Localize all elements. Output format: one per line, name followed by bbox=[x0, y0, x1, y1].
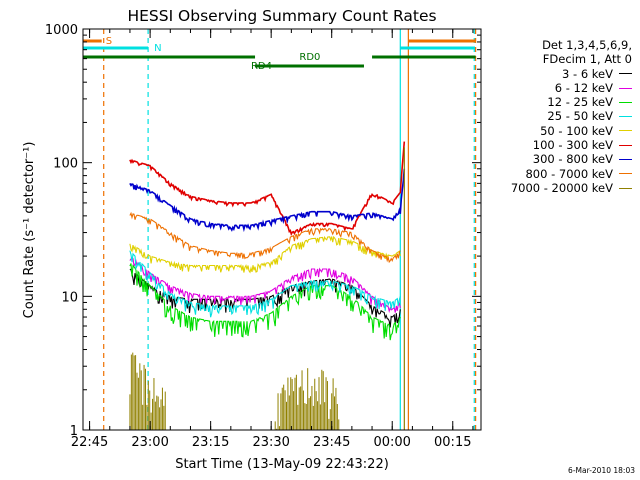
legend-entry: 50 - 100 keV bbox=[490, 124, 632, 138]
legend-entry-label: 800 - 7000 keV bbox=[525, 166, 613, 181]
legend-entry-label: 3 - 6 keV bbox=[562, 66, 613, 81]
legend-header-line-2: FDecim 1, Att 0 bbox=[542, 52, 632, 67]
legend-swatch bbox=[619, 87, 632, 89]
legend-entry: 300 - 800 keV bbox=[490, 152, 632, 166]
plot-frame bbox=[82, 28, 482, 431]
x-tick-label: 23:00 bbox=[131, 435, 168, 450]
series-7000-20000keV bbox=[129, 147, 405, 430]
x-tick-label: 23:30 bbox=[252, 435, 289, 450]
series-100-300keV bbox=[129, 141, 406, 237]
series-line bbox=[129, 168, 406, 233]
legend-swatch bbox=[619, 144, 632, 146]
legend-entry-label: 7000 - 20000 keV bbox=[510, 180, 613, 195]
legend-entry: 7000 - 20000 keV bbox=[490, 181, 632, 195]
legend-entry: 6 - 12 keV bbox=[490, 81, 632, 95]
legend-entries: 3 - 6 keV 6 - 12 keV 12 - 25 keV 25 - 50 ke… bbox=[490, 67, 632, 196]
generation-timestamp: 6-Mar-2010 18:03 bbox=[568, 466, 635, 475]
legend-swatch bbox=[619, 130, 632, 132]
series-6-12keV bbox=[129, 257, 401, 314]
x-tick-label: 00:00 bbox=[373, 435, 410, 450]
y-tick-label: 100 bbox=[53, 157, 78, 172]
x-tick-label: 23:45 bbox=[313, 435, 350, 450]
legend-entry: 800 - 7000 keV bbox=[490, 167, 632, 181]
series-25-50keV bbox=[129, 250, 401, 318]
y-tick-label: 1 bbox=[70, 424, 78, 439]
legend-entry: 25 - 50 keV bbox=[490, 109, 632, 123]
series-line bbox=[129, 263, 401, 341]
axis-layer: 22:45 23:00 23:15 23:30 23:45 00:00 00:15 1 10 10… bbox=[45, 23, 481, 450]
vertical-markers bbox=[103, 29, 477, 430]
legend-entry-label: 12 - 25 keV bbox=[547, 95, 613, 110]
series-800-7000keV bbox=[129, 211, 401, 264]
legend-entry-label: 6 - 12 keV bbox=[554, 80, 613, 95]
x-tick-label: 22:45 bbox=[71, 435, 108, 450]
legend-entry-label: 300 - 800 keV bbox=[532, 152, 613, 167]
x-tick-label: 23:15 bbox=[192, 435, 229, 450]
series-line bbox=[129, 257, 401, 314]
series-line bbox=[129, 250, 401, 318]
y-tick-label: 1000 bbox=[45, 23, 78, 38]
legend-entry-label: 25 - 50 keV bbox=[547, 109, 613, 124]
legend: Det 1,3,4,5,6,9, FDecim 1, Att 0 3 - 6 k… bbox=[490, 38, 632, 195]
annotation-label: N bbox=[154, 43, 161, 54]
x-tick-label: 00:15 bbox=[434, 435, 471, 450]
y-tick-label: 10 bbox=[61, 290, 78, 305]
annotation-label: RD4 bbox=[251, 61, 272, 72]
series-line bbox=[129, 235, 401, 274]
annotation-label: RD0 bbox=[299, 52, 320, 63]
y-axis-label: Count Rate (s⁻¹ detector⁻¹) bbox=[22, 142, 37, 319]
legend-entry-label: 100 - 300 keV bbox=[532, 138, 613, 153]
legend-entry: 3 - 6 keV bbox=[490, 67, 632, 81]
series-50-100keV bbox=[129, 235, 401, 274]
legend-swatch bbox=[619, 73, 632, 75]
legend-swatch bbox=[619, 159, 632, 161]
annotation-label: S bbox=[106, 36, 112, 47]
legend-header-line-1: Det 1,3,4,5,6,9, bbox=[542, 38, 632, 52]
legend-swatch bbox=[619, 173, 632, 175]
legend-entry: 100 - 300 keV bbox=[490, 138, 632, 152]
chart-title: HESSI Observing Summary Count Rates bbox=[127, 7, 436, 25]
series-12-25keV bbox=[129, 263, 401, 341]
series-line bbox=[129, 141, 406, 237]
legend-entry-label: 50 - 100 keV bbox=[540, 123, 613, 138]
legend-swatch bbox=[619, 116, 632, 118]
legend-swatch bbox=[619, 187, 632, 189]
legend-entry: 12 - 25 keV bbox=[490, 95, 632, 109]
x-axis-label: Start Time (13-May-09 22:43:22) bbox=[175, 457, 389, 472]
series-line bbox=[129, 211, 401, 264]
y-axis-label-text: Count Rate (s⁻¹ detector⁻¹) bbox=[22, 142, 37, 319]
series-300-800keV bbox=[129, 168, 406, 233]
legend-swatch bbox=[619, 101, 632, 103]
annotation-layer: S N RD0 RD4 bbox=[83, 36, 476, 72]
series-layer bbox=[129, 141, 406, 430]
